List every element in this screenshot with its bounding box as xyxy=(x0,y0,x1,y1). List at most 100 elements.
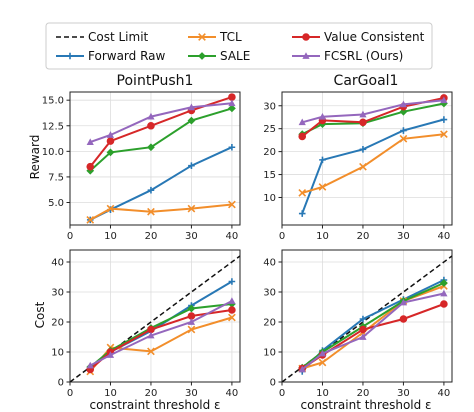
legend-marker-fcsrl-ours xyxy=(302,52,310,59)
data-point-fcsrl-ours xyxy=(399,298,408,306)
plot-frame xyxy=(281,249,453,383)
data-point-tcl xyxy=(228,313,236,322)
y-tick-label: 10 xyxy=(51,348,64,359)
y-tick-label: 10 xyxy=(263,193,276,204)
legend-swatch-sale xyxy=(188,52,216,60)
data-point-fcsrl-ours xyxy=(318,112,327,120)
legend-swatch-value-consistent xyxy=(292,33,320,41)
x-tick-label: 40 xyxy=(226,388,239,399)
x-tick-label: 30 xyxy=(185,231,198,242)
legend-swatch-tcl xyxy=(188,33,216,41)
legend-swatch-fcsrl xyxy=(292,52,320,59)
legend-label-value-consistent: Value Consistent xyxy=(324,30,425,44)
data-point-value-consistent xyxy=(228,306,236,314)
data-point-value-consistent xyxy=(359,325,367,334)
legend-label-cost-limit: Cost Limit xyxy=(88,30,149,44)
data-point-value-consistent xyxy=(147,121,155,130)
y-tick-label: 40 xyxy=(51,258,64,269)
data-point-value-consistent xyxy=(106,137,115,145)
legend-frame xyxy=(45,22,433,70)
y-tick-label: 15.0 xyxy=(42,96,64,107)
data-point-forward-raw xyxy=(359,146,367,153)
y-tick-label: 30 xyxy=(263,288,276,299)
y-tick-label: 0 xyxy=(270,378,276,389)
series-group xyxy=(70,255,240,382)
panel-cargoal1-reward: 0 10 20 30 40 10 15 20 25 30 xyxy=(263,91,453,242)
y-tick-label: 25 xyxy=(263,124,276,135)
data-point-forward-raw xyxy=(188,162,195,169)
series-line-value-consistent xyxy=(89,309,233,371)
data-point-fcsrl-ours xyxy=(86,361,94,369)
data-point-sale xyxy=(147,143,155,152)
y-tick-label: 10 xyxy=(263,348,276,359)
panel-title-pointpush1: PointPush1 xyxy=(117,73,194,89)
x-axis-label-right: constraint threshold ε xyxy=(300,398,431,412)
legend-label-fcsrl: FCSRL (Ours) xyxy=(324,49,403,63)
y-axis-label-reward: Reward xyxy=(28,135,42,180)
data-point-value-consistent xyxy=(440,300,448,308)
x-axis-label-left: constraint threshold ε xyxy=(89,398,220,412)
x-tick-label: 0 xyxy=(67,388,73,399)
plot-frame xyxy=(281,91,453,226)
legend-label-forward-raw: Forward Raw xyxy=(88,49,166,63)
x-tick-label: 10 xyxy=(104,231,117,242)
data-point-fcsrl-ours xyxy=(228,99,236,107)
data-point-value-consistent xyxy=(86,162,95,171)
data-point-fcsrl-ours xyxy=(440,96,448,104)
data-point-fcsrl-ours xyxy=(187,318,196,325)
x-tick-label: 30 xyxy=(185,388,198,399)
x-tick-label: 30 xyxy=(397,388,410,399)
data-point-tcl xyxy=(147,207,155,216)
series-group xyxy=(86,93,236,224)
y-tick-label: 15 xyxy=(263,170,276,181)
data-point-tcl xyxy=(228,200,236,209)
data-point-fcsrl-ours xyxy=(147,331,155,339)
data-point-tcl xyxy=(318,183,327,191)
data-point-fcsrl-ours xyxy=(298,118,306,126)
data-point-value-consistent xyxy=(359,118,367,127)
data-point-forward-raw xyxy=(228,143,236,151)
legend: Cost Limit Forward Raw TCL SALE Value Co… xyxy=(45,22,433,70)
data-point-fcsrl-ours xyxy=(147,112,155,120)
x-tick-label: 10 xyxy=(316,231,329,242)
y-tick-label: 5.0 xyxy=(48,198,64,209)
series-line-forward-raw xyxy=(301,118,445,214)
plot-frame xyxy=(69,249,241,383)
x-tick-label: 40 xyxy=(438,388,451,399)
x-tick-label: 20 xyxy=(145,388,158,399)
y-tick-label: 40 xyxy=(263,258,276,269)
series-line-tcl xyxy=(301,133,445,194)
data-point-forward-raw xyxy=(228,278,236,285)
data-point-fcsrl-ours xyxy=(228,297,236,304)
y-tick-label: 7.5 xyxy=(48,172,64,183)
y-tick-label: 20 xyxy=(263,318,276,329)
legend-marker-value-consistent xyxy=(302,33,310,41)
x-tick-label: 30 xyxy=(397,231,410,242)
data-point-fcsrl-ours xyxy=(187,103,196,111)
x-tick-label: 0 xyxy=(279,231,285,242)
legend-label-tcl: TCL xyxy=(219,30,242,44)
data-point-fcsrl-ours xyxy=(106,131,115,138)
x-tick-label: 0 xyxy=(67,231,73,242)
data-point-fcsrl-ours xyxy=(318,349,327,357)
data-point-forward-raw xyxy=(440,116,448,123)
series-group xyxy=(298,94,448,217)
data-point-fcsrl-ours xyxy=(298,365,306,373)
y-tick-label: 12.5 xyxy=(42,121,64,132)
data-point-tcl xyxy=(399,134,408,143)
data-point-sale xyxy=(228,104,236,113)
data-point-sale xyxy=(187,304,196,313)
data-point-tcl xyxy=(86,216,95,224)
x-tick-label: 40 xyxy=(438,231,451,242)
legend-marker-tcl xyxy=(198,33,206,41)
data-point-value-consistent xyxy=(298,132,307,141)
data-point-fcsrl-ours xyxy=(399,100,408,108)
data-point-sale xyxy=(106,148,115,157)
data-point-sale xyxy=(228,300,236,308)
x-tick-label: 10 xyxy=(104,388,117,399)
data-point-tcl xyxy=(359,162,367,171)
panel-pointpush1-reward: 0 10 20 30 40 5.0 7.5 10.0 12.5 15.0 xyxy=(42,91,241,242)
data-point-forward-raw xyxy=(359,315,367,323)
data-point-fcsrl-ours xyxy=(440,289,448,297)
